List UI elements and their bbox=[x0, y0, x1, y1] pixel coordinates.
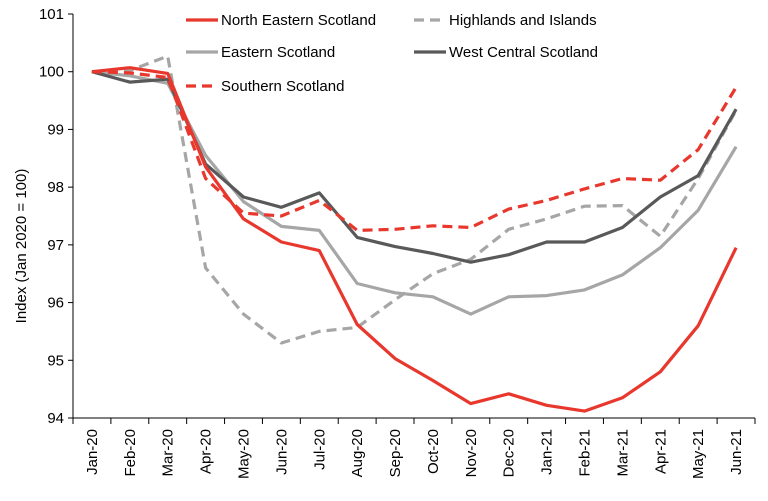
legend-label: Southern Scotland bbox=[221, 78, 344, 95]
x-tick-label: Sep-20 bbox=[387, 429, 404, 477]
x-tick-label: Mar-21 bbox=[614, 429, 631, 477]
legend-label: Highlands and Islands bbox=[449, 12, 597, 29]
x-tick-label: Feb-21 bbox=[577, 429, 594, 477]
x-tick-label: Nov-20 bbox=[463, 429, 480, 477]
series-line-southern-scotland bbox=[91, 70, 738, 232]
y-tick-label: 95 bbox=[47, 352, 64, 369]
x-tick-label: Feb-20 bbox=[122, 429, 139, 477]
x-tick-label: May-21 bbox=[690, 429, 707, 479]
x-tick-label: Aug-20 bbox=[349, 429, 366, 477]
series-line-eastern-scotland bbox=[91, 70, 738, 316]
y-tick-label: 94 bbox=[47, 410, 64, 427]
series-group bbox=[91, 54, 738, 413]
y-tick-label: 97 bbox=[47, 237, 64, 254]
x-tick-label: Apr-21 bbox=[652, 429, 669, 474]
x-tick-label: Jun-21 bbox=[728, 429, 745, 475]
legend-label: West Central Scotland bbox=[449, 44, 598, 61]
legend-label: North Eastern Scotland bbox=[221, 12, 376, 29]
x-tick-label: Dec-20 bbox=[501, 429, 518, 477]
series-line-north-eastern-scotland bbox=[91, 66, 738, 413]
legend-label: Eastern Scotland bbox=[221, 44, 335, 61]
x-tick-label: Oct-20 bbox=[425, 429, 442, 474]
y-tick-label: 101 bbox=[39, 6, 64, 23]
x-tick-label: Jun-20 bbox=[273, 429, 290, 475]
series-line-west-central-scotland bbox=[91, 70, 738, 264]
series-line-highlands-and-islands bbox=[91, 54, 738, 345]
x-tick-label: May-20 bbox=[236, 429, 253, 479]
x-tick-label: Jan-20 bbox=[84, 429, 101, 475]
y-tick-label: 99 bbox=[47, 121, 64, 138]
x-tick-label: Apr-20 bbox=[198, 429, 215, 474]
x-tick-label: Jan-21 bbox=[539, 429, 556, 475]
y-tick-label: 98 bbox=[47, 179, 64, 196]
x-tick-label: Jul-20 bbox=[311, 429, 328, 470]
y-axis: 94 95 96 97 98 99 100 101 bbox=[39, 6, 74, 427]
y-axis-label: Index (Jan 2020 = 100) bbox=[13, 169, 30, 324]
legend: North Eastern Scotland Highlands and Isla… bbox=[186, 12, 598, 95]
y-tick-label: 96 bbox=[47, 295, 64, 312]
y-tick-label: 100 bbox=[39, 64, 64, 81]
x-axis: Jan-20 Feb-20 Mar-20 Apr-20 May-20 Jun-20 Jul-… bbox=[72, 417, 756, 479]
x-tick-label: Mar-20 bbox=[160, 429, 177, 477]
